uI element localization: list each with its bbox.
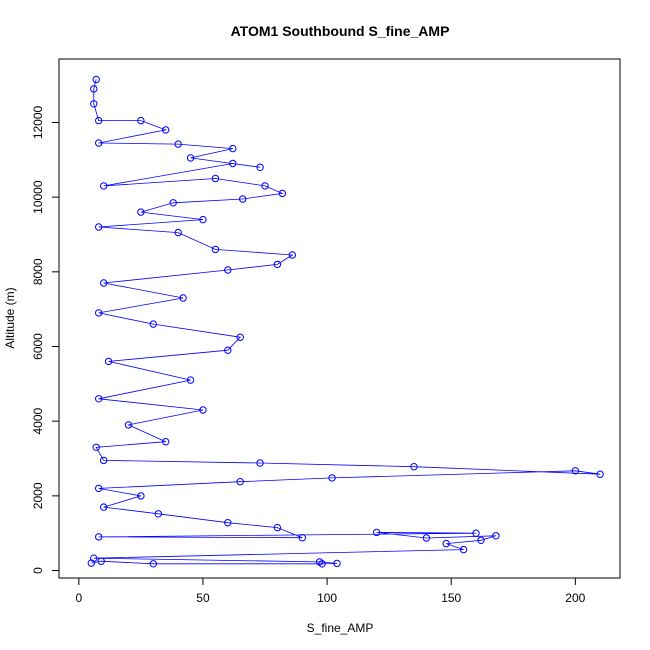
data-point bbox=[162, 126, 170, 134]
data-point bbox=[95, 309, 103, 317]
data-point bbox=[472, 529, 480, 537]
data-point bbox=[100, 279, 108, 287]
y-tick-label: 0 bbox=[31, 567, 45, 574]
data-point bbox=[92, 443, 100, 451]
series-line bbox=[91, 79, 601, 565]
data-point bbox=[100, 182, 108, 190]
data-point bbox=[477, 536, 485, 544]
y-tick-label: 8000 bbox=[31, 258, 45, 285]
data-point bbox=[186, 376, 195, 384]
data-point bbox=[179, 294, 187, 302]
data-point bbox=[90, 85, 98, 93]
data-point bbox=[229, 144, 237, 153]
data-point bbox=[410, 463, 418, 471]
data-point bbox=[97, 557, 105, 565]
data-point bbox=[596, 470, 604, 478]
data-point bbox=[95, 139, 103, 147]
data-point bbox=[149, 320, 158, 328]
data-point bbox=[239, 195, 247, 203]
data-point bbox=[373, 528, 381, 537]
data-point bbox=[154, 510, 163, 518]
data-point bbox=[298, 534, 306, 542]
data-point bbox=[124, 421, 133, 429]
data-point bbox=[442, 539, 450, 548]
data-point bbox=[100, 456, 108, 465]
data-point bbox=[149, 560, 158, 568]
data-point bbox=[261, 182, 269, 190]
data-point bbox=[571, 467, 579, 475]
data-point bbox=[236, 333, 244, 341]
data-point bbox=[224, 519, 232, 527]
y-tick-label: 4000 bbox=[31, 408, 45, 435]
data-point bbox=[92, 75, 100, 84]
data-point bbox=[211, 245, 220, 254]
data-point bbox=[95, 484, 103, 493]
data-point bbox=[95, 533, 103, 541]
data-point bbox=[162, 438, 170, 446]
data-point bbox=[137, 116, 145, 125]
data-point bbox=[224, 266, 232, 274]
data-point bbox=[90, 554, 98, 562]
x-tick-label: 50 bbox=[196, 591, 210, 605]
data-point bbox=[288, 251, 296, 259]
data-point bbox=[174, 228, 182, 237]
data-point bbox=[315, 558, 324, 566]
data-point bbox=[211, 174, 220, 183]
data-point bbox=[422, 534, 431, 542]
data-point bbox=[328, 474, 336, 482]
data-point bbox=[333, 559, 341, 568]
data-point bbox=[100, 503, 108, 511]
y-tick-label: 10000 bbox=[31, 180, 45, 214]
x-tick-label: 0 bbox=[76, 591, 83, 605]
x-tick-label: 100 bbox=[317, 591, 337, 605]
data-point bbox=[104, 357, 113, 366]
y-tick-label: 2000 bbox=[31, 482, 45, 509]
y-axis-label: Altitude (m) bbox=[3, 287, 17, 348]
data-point bbox=[169, 199, 177, 207]
data-point bbox=[459, 545, 468, 554]
data-point bbox=[256, 459, 264, 467]
y-tick-label: 6000 bbox=[31, 333, 45, 360]
chart-title: ATOM1 Southbound S_fine_AMP bbox=[231, 23, 450, 39]
data-point bbox=[492, 532, 500, 540]
x-axis-label: S_fine_AMP bbox=[307, 621, 374, 635]
data-point bbox=[95, 223, 103, 231]
data-point bbox=[186, 154, 195, 162]
data-point bbox=[95, 395, 103, 403]
y-axis: 0 2000 4000 6000 8000 10000 12000 bbox=[31, 105, 60, 574]
data-point bbox=[229, 159, 237, 168]
data-point bbox=[256, 163, 264, 172]
data-point bbox=[90, 100, 98, 108]
data-point bbox=[174, 140, 182, 148]
data-point bbox=[95, 116, 103, 125]
data-point bbox=[137, 208, 145, 216]
data-point bbox=[224, 346, 232, 354]
y-tick-label: 12000 bbox=[31, 105, 45, 139]
plot-frame bbox=[58, 58, 621, 579]
data-point bbox=[236, 478, 244, 486]
data-point bbox=[273, 260, 282, 269]
data-point bbox=[278, 189, 287, 198]
x-tick-label: 150 bbox=[441, 591, 461, 605]
data-point bbox=[273, 523, 282, 532]
series-layer bbox=[87, 75, 604, 568]
x-tick-label: 200 bbox=[565, 591, 585, 605]
data-point bbox=[137, 492, 145, 500]
data-point bbox=[199, 215, 207, 224]
data-point bbox=[199, 406, 207, 414]
x-axis: 0 50 100 150 200 bbox=[76, 577, 586, 605]
